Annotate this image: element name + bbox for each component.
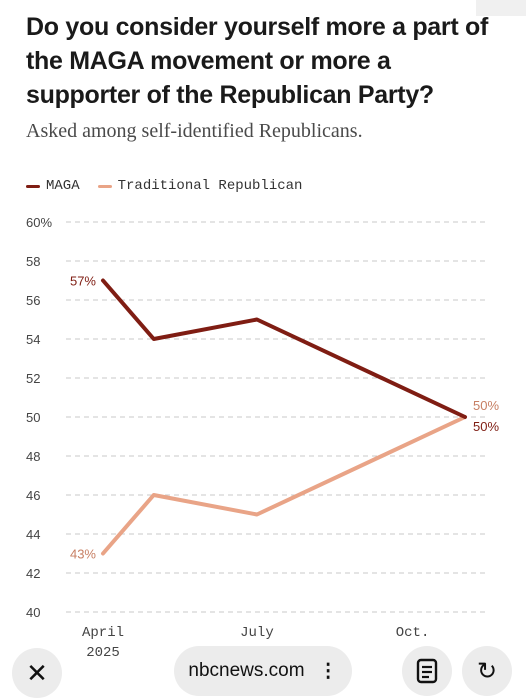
legend: MAGA Traditional Republican	[26, 178, 320, 194]
series-line-traditional	[101, 415, 467, 556]
reader-button[interactable]	[402, 646, 452, 696]
close-button[interactable]: ✕	[12, 648, 62, 698]
legend-label-traditional: Traditional Republican	[117, 178, 303, 194]
x-tick-label: 2025	[86, 645, 120, 661]
data-label: 50%	[473, 419, 499, 434]
y-tick-label: 52	[26, 371, 40, 386]
reload-icon: ↻	[476, 657, 498, 685]
y-tick-label: 44	[26, 527, 40, 542]
top-strip	[0, 0, 526, 16]
reload-button[interactable]: ↻	[462, 646, 512, 696]
data-label: 57%	[70, 274, 96, 289]
top-corner	[476, 0, 526, 16]
y-tick-label: 60%	[26, 215, 52, 230]
url-bar[interactable]: nbcnews.com ⋮	[174, 646, 352, 696]
data-label: 43%	[70, 547, 96, 562]
x-tick-label: July	[240, 625, 274, 641]
legend-item-traditional: Traditional Republican	[97, 178, 303, 194]
y-tick-label: 54	[26, 332, 40, 347]
y-tick-label: 42	[26, 566, 40, 581]
data-label: 50%	[473, 398, 499, 413]
legend-label-maga: MAGA	[46, 178, 80, 194]
x-tick-label: April	[82, 625, 124, 641]
chart-subtitle: Asked among self-identified Republicans.	[26, 120, 363, 142]
close-icon: ✕	[26, 657, 48, 688]
url-text: nbcnews.com	[188, 660, 305, 681]
browser-bottom-bar: ✕ nbcnews.com ⋮ ↻	[0, 640, 526, 698]
y-tick-label: 58	[26, 254, 40, 269]
legend-swatch-traditional	[97, 184, 112, 188]
y-tick-label: 48	[26, 449, 40, 464]
legend-item-maga: MAGA	[26, 178, 80, 194]
y-tick-label: 50	[26, 410, 40, 425]
series-line-maga	[101, 278, 467, 419]
line-chart: 40 42 44 46 48 50 52 54 56 58 60% April 2025 July Oct.…	[26, 215, 499, 661]
reader-icon	[416, 658, 438, 684]
more-vertical-icon[interactable]: ⋮	[318, 660, 338, 682]
chart-title: Do you consider yourself more a part of …	[26, 13, 489, 109]
legend-swatch-maga	[26, 184, 40, 188]
x-tick-label: Oct.	[396, 625, 430, 641]
y-tick-label: 46	[26, 488, 40, 503]
y-tick-label: 56	[26, 293, 40, 308]
y-tick-label: 40	[26, 605, 40, 620]
